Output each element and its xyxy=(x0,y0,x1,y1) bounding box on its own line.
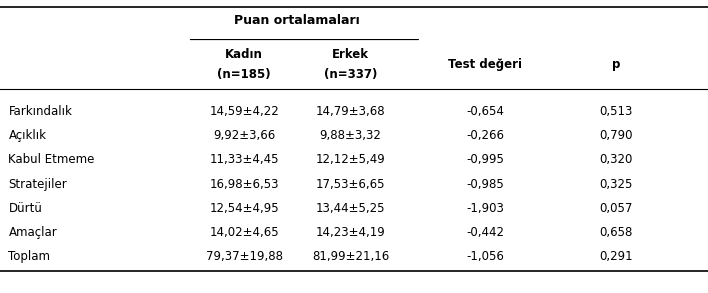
Text: p: p xyxy=(612,58,620,71)
Text: (n=185): (n=185) xyxy=(217,68,271,81)
Text: Kabul Etmeme: Kabul Etmeme xyxy=(8,154,95,166)
Text: 0,325: 0,325 xyxy=(599,178,633,190)
Text: (n=337): (n=337) xyxy=(324,68,377,81)
Text: 0,291: 0,291 xyxy=(599,250,633,263)
Text: Amaçlar: Amaçlar xyxy=(8,226,57,239)
Text: Dürtü: Dürtü xyxy=(8,202,42,214)
Text: 9,88±3,32: 9,88±3,32 xyxy=(319,130,382,142)
Text: -1,056: -1,056 xyxy=(466,250,504,263)
Text: Farkındalık: Farkındalık xyxy=(8,105,72,118)
Text: 0,320: 0,320 xyxy=(599,154,633,166)
Text: 0,513: 0,513 xyxy=(599,105,633,118)
Text: -0,654: -0,654 xyxy=(466,105,504,118)
Text: Toplam: Toplam xyxy=(8,250,50,263)
Text: 9,92±3,66: 9,92±3,66 xyxy=(213,130,275,142)
Text: -0,442: -0,442 xyxy=(466,226,504,239)
Text: Erkek: Erkek xyxy=(332,48,369,61)
Text: -0,266: -0,266 xyxy=(466,130,504,142)
Text: 16,98±6,53: 16,98±6,53 xyxy=(210,178,279,190)
Text: 0,790: 0,790 xyxy=(599,130,633,142)
Text: Stratejiler: Stratejiler xyxy=(8,178,67,190)
Text: 0,658: 0,658 xyxy=(599,226,633,239)
Text: 14,23±4,19: 14,23±4,19 xyxy=(316,226,385,239)
Text: Test değeri: Test değeri xyxy=(448,58,522,71)
Text: Kadın: Kadın xyxy=(225,48,263,61)
Text: 14,79±3,68: 14,79±3,68 xyxy=(316,105,385,118)
Text: 14,02±4,65: 14,02±4,65 xyxy=(210,226,279,239)
Text: 81,99±21,16: 81,99±21,16 xyxy=(312,250,389,263)
Text: 14,59±4,22: 14,59±4,22 xyxy=(210,105,279,118)
Text: 11,33±4,45: 11,33±4,45 xyxy=(210,154,279,166)
Text: 0,057: 0,057 xyxy=(599,202,633,214)
Text: -0,995: -0,995 xyxy=(466,154,504,166)
Text: -1,903: -1,903 xyxy=(466,202,504,214)
Text: 17,53±6,65: 17,53±6,65 xyxy=(316,178,385,190)
Text: 12,12±5,49: 12,12±5,49 xyxy=(316,154,385,166)
Text: -0,985: -0,985 xyxy=(466,178,504,190)
Text: 12,54±4,95: 12,54±4,95 xyxy=(210,202,279,214)
Text: 79,37±19,88: 79,37±19,88 xyxy=(206,250,282,263)
Text: Açıklık: Açıklık xyxy=(8,130,47,142)
Text: 13,44±5,25: 13,44±5,25 xyxy=(316,202,385,214)
Text: Puan ortalamaları: Puan ortalamaları xyxy=(234,14,360,27)
